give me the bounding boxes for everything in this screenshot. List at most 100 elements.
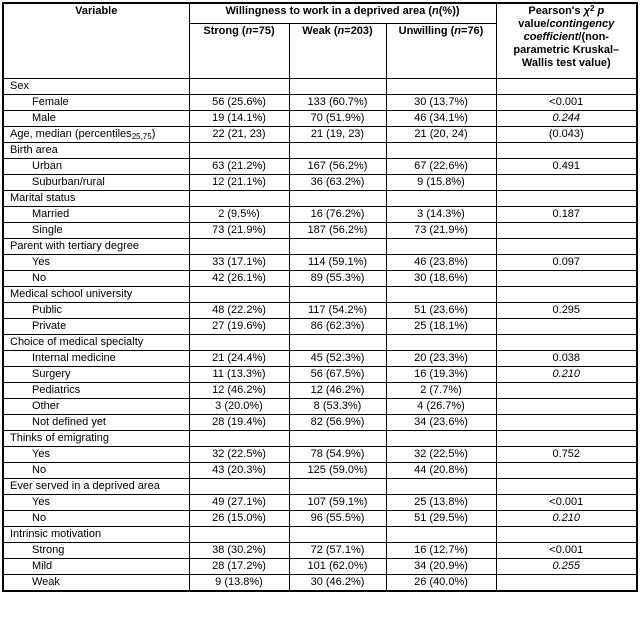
cell-strong — [188, 77, 290, 95]
table-row: Thinks of emigrating — [2, 429, 638, 447]
cell-strong — [188, 237, 290, 255]
cell-weak: 82 (56.9%) — [288, 413, 387, 431]
cell-unwilling: 20 (23.3%) — [385, 349, 497, 367]
table-row: Age, median (percentiles25,75) 22 (21, 23… — [2, 125, 638, 143]
table-row: No 42 (26.1%) 89 (55.3%) 30 (18.6%) — [2, 269, 638, 287]
cell-strong: 33 (17.1%) — [188, 253, 290, 271]
table-row: Sex — [2, 77, 638, 95]
cell-unwilling: 21 (20, 24) — [385, 125, 497, 143]
cell-strong: 56 (25.6%) — [188, 93, 290, 111]
cell-weak: 72 (57.1%) — [288, 541, 387, 559]
cell-strong — [188, 141, 290, 159]
cell-unwilling: 73 (21.9%) — [385, 221, 497, 239]
cell-pvalue: 0.210 — [495, 365, 638, 383]
row-label: Thinks of emigrating — [2, 429, 190, 447]
cell-strong: 9 (13.8%) — [188, 573, 290, 591]
cell-unwilling: 51 (29.5%) — [385, 509, 497, 527]
cell-pvalue — [495, 525, 638, 543]
row-label: Age, median (percentiles25,75) — [2, 125, 190, 143]
cell-weak: 8 (53.3%) — [288, 397, 387, 415]
cell-weak: 101 (62.0%) — [288, 557, 387, 575]
row-label: Private — [2, 317, 190, 335]
col-header-variable: Variable — [2, 2, 190, 79]
table-row: Married 2 (9.5%) 16 (76.2%) 3 (14.3%) 0.187 — [2, 205, 638, 223]
cell-strong — [188, 477, 290, 495]
cell-strong: 73 (21.9%) — [188, 221, 290, 239]
cell-pvalue: <0.001 — [495, 541, 638, 559]
cell-strong: 11 (13.3%) — [188, 365, 290, 383]
cell-unwilling: 2 (7.7%) — [385, 381, 497, 399]
cell-pvalue: 0.255 — [495, 557, 638, 575]
cell-unwilling: 46 (34.1%) — [385, 109, 497, 127]
cell-weak: 86 (62.3%) — [288, 317, 387, 335]
table-row: Intrinsic motivation — [2, 525, 638, 543]
table-row: Yes 32 (22.5%) 78 (54.9%) 32 (22.5%) 0.752 — [2, 445, 638, 463]
cell-unwilling: 30 (13.7%) — [385, 93, 497, 111]
table-row: Pediatrics 12 (46.2%) 12 (46.2%) 2 (7.7%) — [2, 381, 638, 399]
cell-pvalue — [495, 221, 638, 239]
cell-strong — [188, 525, 290, 543]
header-group-row: Variable Willingness to work in a depriv… — [2, 2, 638, 79]
cell-pvalue — [495, 173, 638, 191]
cell-unwilling — [385, 237, 497, 255]
cell-weak — [288, 237, 387, 255]
table-row: Urban 63 (21.2%) 167 (56.2%) 67 (22.6%) 0.49… — [2, 157, 638, 175]
table-row: Male 19 (14.1%) 70 (51.9%) 46 (34.1%) 0.244 — [2, 109, 638, 127]
row-label: Public — [2, 301, 190, 319]
cell-pvalue — [495, 189, 638, 207]
table-row: Medical school university — [2, 285, 638, 303]
cell-weak: 16 (76.2%) — [288, 205, 387, 223]
cell-unwilling: 4 (26.7%) — [385, 397, 497, 415]
header-sub-row: Strong (n=75) Weak (n=203) Unwilling (n=… — [3, 22, 637, 79]
row-label: Parent with tertiary degree — [2, 237, 190, 255]
cell-pvalue: 0.295 — [495, 301, 638, 319]
cell-unwilling: 16 (12.7%) — [385, 541, 497, 559]
cell-weak: 114 (59.1%) — [288, 253, 387, 271]
cell-unwilling: 25 (18.1%) — [385, 317, 497, 335]
table-row: Female 56 (25.6%) 133 (60.7%) 30 (13.7%) <0.… — [2, 93, 638, 111]
cell-unwilling: 51 (23.6%) — [385, 301, 497, 319]
row-label: Weak — [2, 573, 190, 591]
cell-pvalue: 0.210 — [495, 509, 638, 527]
cell-unwilling: 46 (23.8%) — [385, 253, 497, 271]
cell-weak — [288, 189, 387, 207]
table-row: Surgery 11 (13.3%) 56 (67.5%) 16 (19.3%) 0.2… — [2, 365, 638, 383]
table-row: Suburban/rural 12 (21.1%) 36 (63.2%) 9 (15.… — [2, 173, 638, 191]
cell-pvalue: (0.043) — [495, 125, 638, 143]
cell-pvalue — [495, 237, 638, 255]
cell-weak — [288, 77, 387, 95]
cell-unwilling: 67 (22.6%) — [385, 157, 497, 175]
cell-weak — [288, 333, 387, 351]
cell-weak — [288, 429, 387, 447]
cell-weak: 45 (52.3%) — [288, 349, 387, 367]
table-row: Public 48 (22.2%) 117 (54.2%) 51 (23.6%) 0.2… — [2, 301, 638, 319]
cell-weak — [288, 525, 387, 543]
col-header-strong: Strong (n=75) — [188, 22, 290, 79]
row-label: Pediatrics — [2, 381, 190, 399]
table-row: Private 27 (19.6%) 86 (62.3%) 25 (18.1%) — [2, 317, 638, 335]
cell-strong: 38 (30.2%) — [188, 541, 290, 559]
row-label: No — [2, 269, 190, 287]
cell-pvalue — [495, 317, 638, 335]
cell-pvalue — [495, 429, 638, 447]
cell-unwilling — [385, 77, 497, 95]
cell-pvalue: 0.097 — [495, 253, 638, 271]
table-row: Yes 49 (27.1%) 107 (59.1%) 25 (13.8%) <0.001 — [2, 493, 638, 511]
table-row: Parent with tertiary degree — [2, 237, 638, 255]
row-label: Marital status — [2, 189, 190, 207]
cell-unwilling — [385, 477, 497, 495]
table-row: Not defined yet 28 (19.4%) 82 (56.9%) 34 (2… — [2, 413, 638, 431]
cell-pvalue — [495, 397, 638, 415]
row-label: Medical school university — [2, 285, 190, 303]
cell-weak — [288, 141, 387, 159]
cell-strong: 49 (27.1%) — [188, 493, 290, 511]
row-label: Other — [2, 397, 190, 415]
cell-unwilling — [385, 189, 497, 207]
row-label: Surgery — [2, 365, 190, 383]
cell-pvalue: <0.001 — [495, 493, 638, 511]
row-label: Suburban/rural — [2, 173, 190, 191]
cell-pvalue — [495, 141, 638, 159]
table-row: Yes 33 (17.1%) 114 (59.1%) 46 (23.8%) 0.097 — [2, 253, 638, 271]
cell-unwilling — [385, 285, 497, 303]
col-header-weak: Weak (n=203) — [288, 22, 387, 79]
